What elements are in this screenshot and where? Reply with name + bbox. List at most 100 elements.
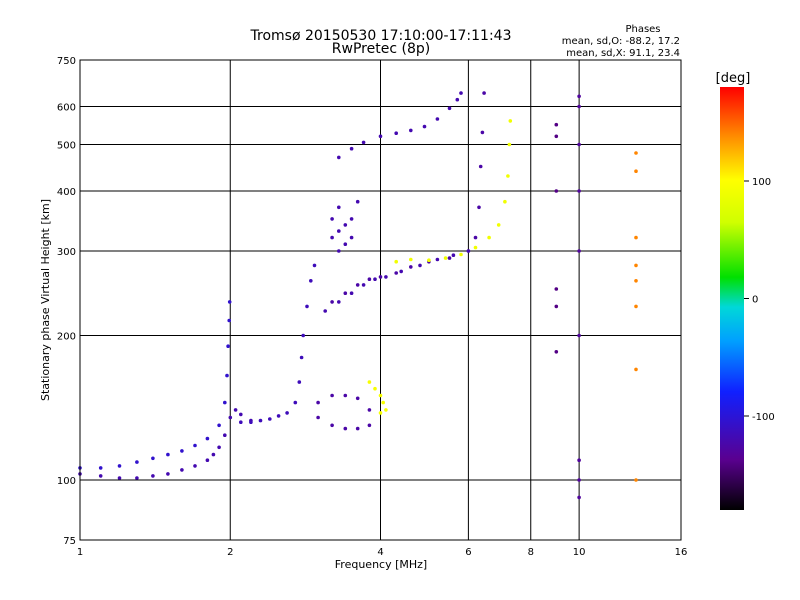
data-point	[166, 452, 170, 457]
data-point	[276, 414, 281, 418]
data-point	[418, 263, 422, 268]
data-point	[301, 333, 306, 338]
data-point	[634, 304, 638, 309]
colorbar-ticks: -100 0 100	[744, 177, 775, 423]
y-tick-label: 600	[57, 103, 76, 114]
data-point	[223, 400, 227, 405]
data-point	[394, 259, 399, 264]
data-point	[323, 309, 328, 313]
data-point	[634, 235, 638, 240]
y-tick-label: 750	[57, 56, 76, 67]
data-point	[355, 283, 360, 287]
data-point	[373, 386, 377, 391]
data-point	[223, 433, 227, 438]
data-point	[330, 300, 334, 304]
data-point	[337, 249, 341, 253]
data-point	[577, 249, 581, 253]
data-point	[577, 478, 581, 482]
data-point	[343, 426, 348, 431]
data-point	[373, 277, 377, 282]
data-point	[228, 415, 233, 420]
data-point	[507, 142, 512, 147]
data-point	[435, 117, 440, 121]
data-point	[427, 258, 431, 263]
data-point	[577, 495, 581, 500]
data-point	[503, 199, 507, 204]
data-point	[435, 257, 440, 262]
data-point	[378, 411, 383, 415]
data-point	[337, 229, 341, 233]
plot-frame	[79, 59, 682, 541]
phases-line-x: mean, sd,X: 91.1, 23.4	[566, 48, 680, 59]
data-point	[135, 476, 139, 480]
data-point	[330, 235, 334, 240]
data-point	[496, 223, 501, 227]
data-point	[193, 443, 197, 448]
data-point	[285, 411, 289, 415]
data-point	[394, 131, 399, 135]
colorbar-tick-label: -100	[752, 412, 775, 423]
data-point	[577, 94, 581, 99]
data-point	[227, 318, 231, 323]
colorbar-tick-label: 100	[752, 177, 771, 188]
x-tick-label: 2	[227, 547, 233, 558]
data-point	[459, 252, 463, 257]
data-point	[330, 217, 334, 221]
data-point	[151, 456, 155, 461]
y-tick-label: 100	[57, 476, 76, 487]
data-point	[378, 275, 383, 279]
data-point	[349, 217, 354, 221]
data-point	[473, 235, 478, 240]
data-point	[233, 408, 238, 412]
data-point	[455, 97, 460, 102]
data-point	[480, 130, 485, 135]
data-point	[349, 146, 354, 151]
data-point	[634, 367, 638, 372]
y-tick-label: 75	[63, 536, 76, 547]
chart-title: Tromsø 20150530 17:10:00-17:11:43	[250, 28, 512, 44]
data-point	[381, 400, 386, 405]
data-point	[384, 275, 388, 279]
data-point	[349, 291, 354, 296]
y-axis-ticks: 75 100 200 300 400 500 600 750	[57, 56, 76, 547]
data-point	[205, 458, 210, 463]
data-point	[466, 249, 471, 253]
data-point	[577, 189, 581, 193]
data-point	[361, 140, 366, 145]
data-point	[299, 355, 304, 360]
data-point	[409, 257, 413, 262]
data-point	[211, 452, 216, 457]
data-point	[337, 155, 341, 160]
data-point	[98, 474, 103, 478]
data-point	[343, 223, 348, 227]
colorbar-tick-label: 0	[752, 295, 758, 306]
data-point	[297, 380, 302, 384]
data-point	[409, 265, 413, 269]
x-tick-label: 10	[573, 547, 586, 558]
data-point	[378, 134, 383, 139]
data-point	[399, 269, 404, 274]
data-point	[349, 235, 354, 240]
phases-line-o: mean, sd,O: -88.2, 17.2	[562, 36, 680, 47]
data-point	[258, 418, 263, 423]
data-point	[337, 300, 341, 304]
data-point	[554, 134, 559, 139]
data-points	[78, 91, 638, 500]
data-point	[554, 350, 559, 354]
data-point	[634, 263, 638, 268]
x-tick-label: 4	[377, 547, 383, 558]
gridlines	[80, 60, 681, 540]
data-point	[634, 279, 638, 283]
x-tick-label: 1	[77, 547, 83, 558]
data-point	[554, 122, 559, 127]
data-point	[225, 373, 229, 378]
data-point	[343, 291, 348, 296]
data-point	[577, 104, 581, 109]
data-point	[477, 205, 481, 210]
data-point	[316, 400, 320, 405]
data-point	[217, 445, 221, 450]
data-point	[473, 245, 478, 250]
data-point	[506, 174, 510, 178]
x-tick-label: 6	[465, 547, 471, 558]
